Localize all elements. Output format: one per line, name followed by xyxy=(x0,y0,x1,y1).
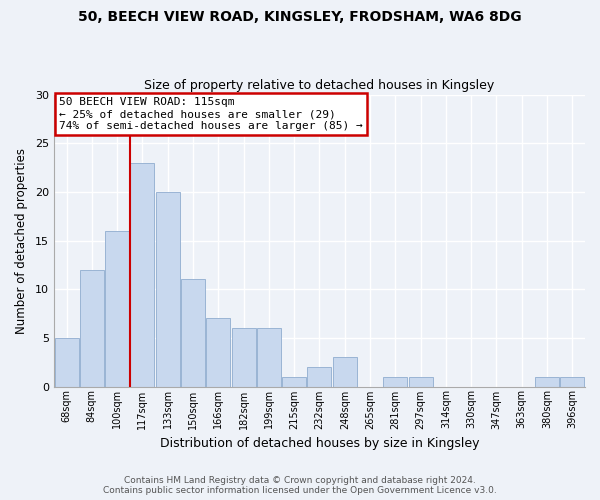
Bar xyxy=(80,270,104,386)
Bar xyxy=(206,318,230,386)
X-axis label: Distribution of detached houses by size in Kingsley: Distribution of detached houses by size … xyxy=(160,437,479,450)
Bar xyxy=(232,328,256,386)
Text: 50 BEECH VIEW ROAD: 115sqm
← 25% of detached houses are smaller (29)
74% of semi: 50 BEECH VIEW ROAD: 115sqm ← 25% of deta… xyxy=(59,98,363,130)
Title: Size of property relative to detached houses in Kingsley: Size of property relative to detached ho… xyxy=(145,79,494,92)
Text: 50, BEECH VIEW ROAD, KINGSLEY, FRODSHAM, WA6 8DG: 50, BEECH VIEW ROAD, KINGSLEY, FRODSHAM,… xyxy=(78,10,522,24)
Bar xyxy=(257,328,281,386)
Bar xyxy=(560,377,584,386)
Bar xyxy=(383,377,407,386)
Bar xyxy=(307,367,331,386)
Bar xyxy=(156,192,180,386)
Text: Contains HM Land Registry data © Crown copyright and database right 2024.
Contai: Contains HM Land Registry data © Crown c… xyxy=(103,476,497,495)
Y-axis label: Number of detached properties: Number of detached properties xyxy=(15,148,28,334)
Bar xyxy=(105,231,129,386)
Bar xyxy=(409,377,433,386)
Bar xyxy=(282,377,306,386)
Bar xyxy=(181,280,205,386)
Bar xyxy=(55,338,79,386)
Bar xyxy=(535,377,559,386)
Bar xyxy=(130,162,154,386)
Bar xyxy=(333,358,357,386)
